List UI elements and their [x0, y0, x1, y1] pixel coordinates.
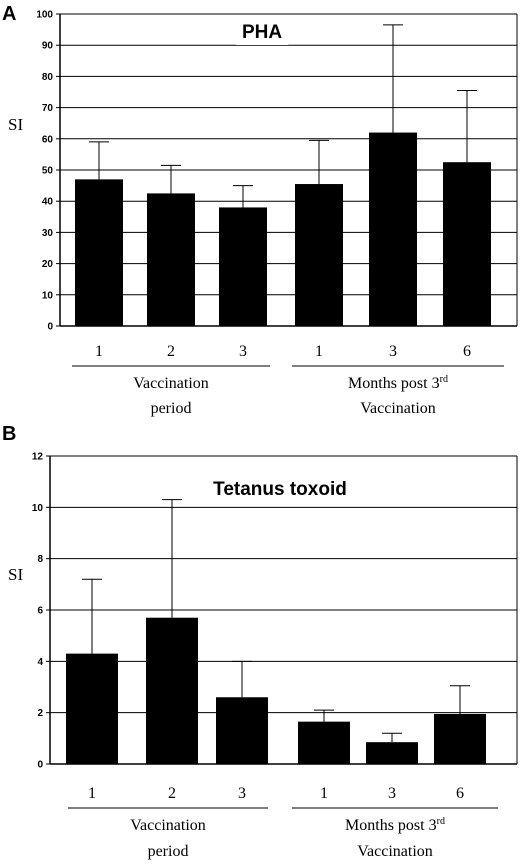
y-tick-label: 70 — [42, 103, 54, 114]
x-tick-label: 3 — [239, 343, 247, 360]
bar — [219, 207, 267, 326]
x-tick-label: 3 — [389, 343, 397, 360]
y-tick-label: 6 — [37, 606, 43, 617]
x-tick-label: 6 — [456, 785, 464, 802]
bar — [366, 742, 418, 764]
y-tick-label: 80 — [42, 72, 54, 83]
group-label: Months post 3rd — [345, 816, 445, 834]
chart-title: PHA — [242, 22, 282, 43]
group-label: period — [148, 843, 189, 860]
chart-panel-a: A 0 10 20 30 40 50 60 70 80 90 100 SI PHA 1 2 3 1 3 6 Vaccin… — [2, 3, 518, 417]
panel-letter: B — [2, 423, 16, 445]
x-tick-label: 6 — [463, 343, 471, 360]
title-background — [235, 20, 289, 45]
y-tick-label: 40 — [42, 197, 54, 208]
bar — [66, 653, 118, 764]
group-label: Vaccination — [360, 400, 436, 417]
y-tick-label: 30 — [42, 228, 54, 239]
y-tick-label: 2 — [37, 708, 43, 719]
y-tick-label: 50 — [42, 166, 54, 177]
bar — [434, 713, 486, 764]
y-tick-label: 10 — [42, 290, 54, 301]
x-tick-label: 2 — [168, 785, 176, 802]
y-tick-label: 8 — [37, 554, 43, 565]
x-tick-label: 2 — [167, 343, 175, 360]
group-label: Vaccination — [133, 375, 209, 392]
x-tick-label: 1 — [88, 785, 96, 802]
y-axis-label: SI — [8, 565, 23, 584]
bar — [443, 162, 491, 326]
group-label: Vaccination — [357, 843, 433, 860]
bar — [75, 179, 123, 326]
y-tick-label: 4 — [37, 657, 43, 668]
y-tick-label: 0 — [47, 322, 53, 333]
x-tick-label: 1 — [315, 343, 323, 360]
y-tick-label: 90 — [42, 41, 54, 52]
y-tick-label: 0 — [37, 760, 43, 771]
group-label: Months post 3rd — [348, 374, 448, 392]
bar — [369, 132, 417, 326]
x-tick-label: 3 — [238, 785, 246, 802]
bar — [147, 193, 195, 326]
y-tick-label: 100 — [36, 10, 53, 21]
title-background — [207, 477, 353, 502]
y-tick-label: 20 — [42, 259, 54, 270]
y-tick-label: 10 — [32, 503, 44, 514]
bar — [298, 721, 350, 764]
group-label: period — [151, 400, 192, 417]
y-axis-label: SI — [8, 115, 23, 134]
chart-title: Tetanus toxoid — [213, 479, 347, 500]
bar — [146, 617, 198, 764]
bar — [216, 697, 268, 764]
group-label: Vaccination — [130, 817, 206, 834]
x-tick-label: 3 — [388, 785, 396, 802]
x-tick-label: 1 — [320, 785, 328, 802]
y-tick-label: 60 — [42, 134, 54, 145]
x-tick-label: 1 — [95, 343, 103, 360]
y-tick-label: 12 — [32, 452, 44, 463]
bar — [295, 184, 343, 326]
panel-letter: A — [2, 3, 16, 25]
